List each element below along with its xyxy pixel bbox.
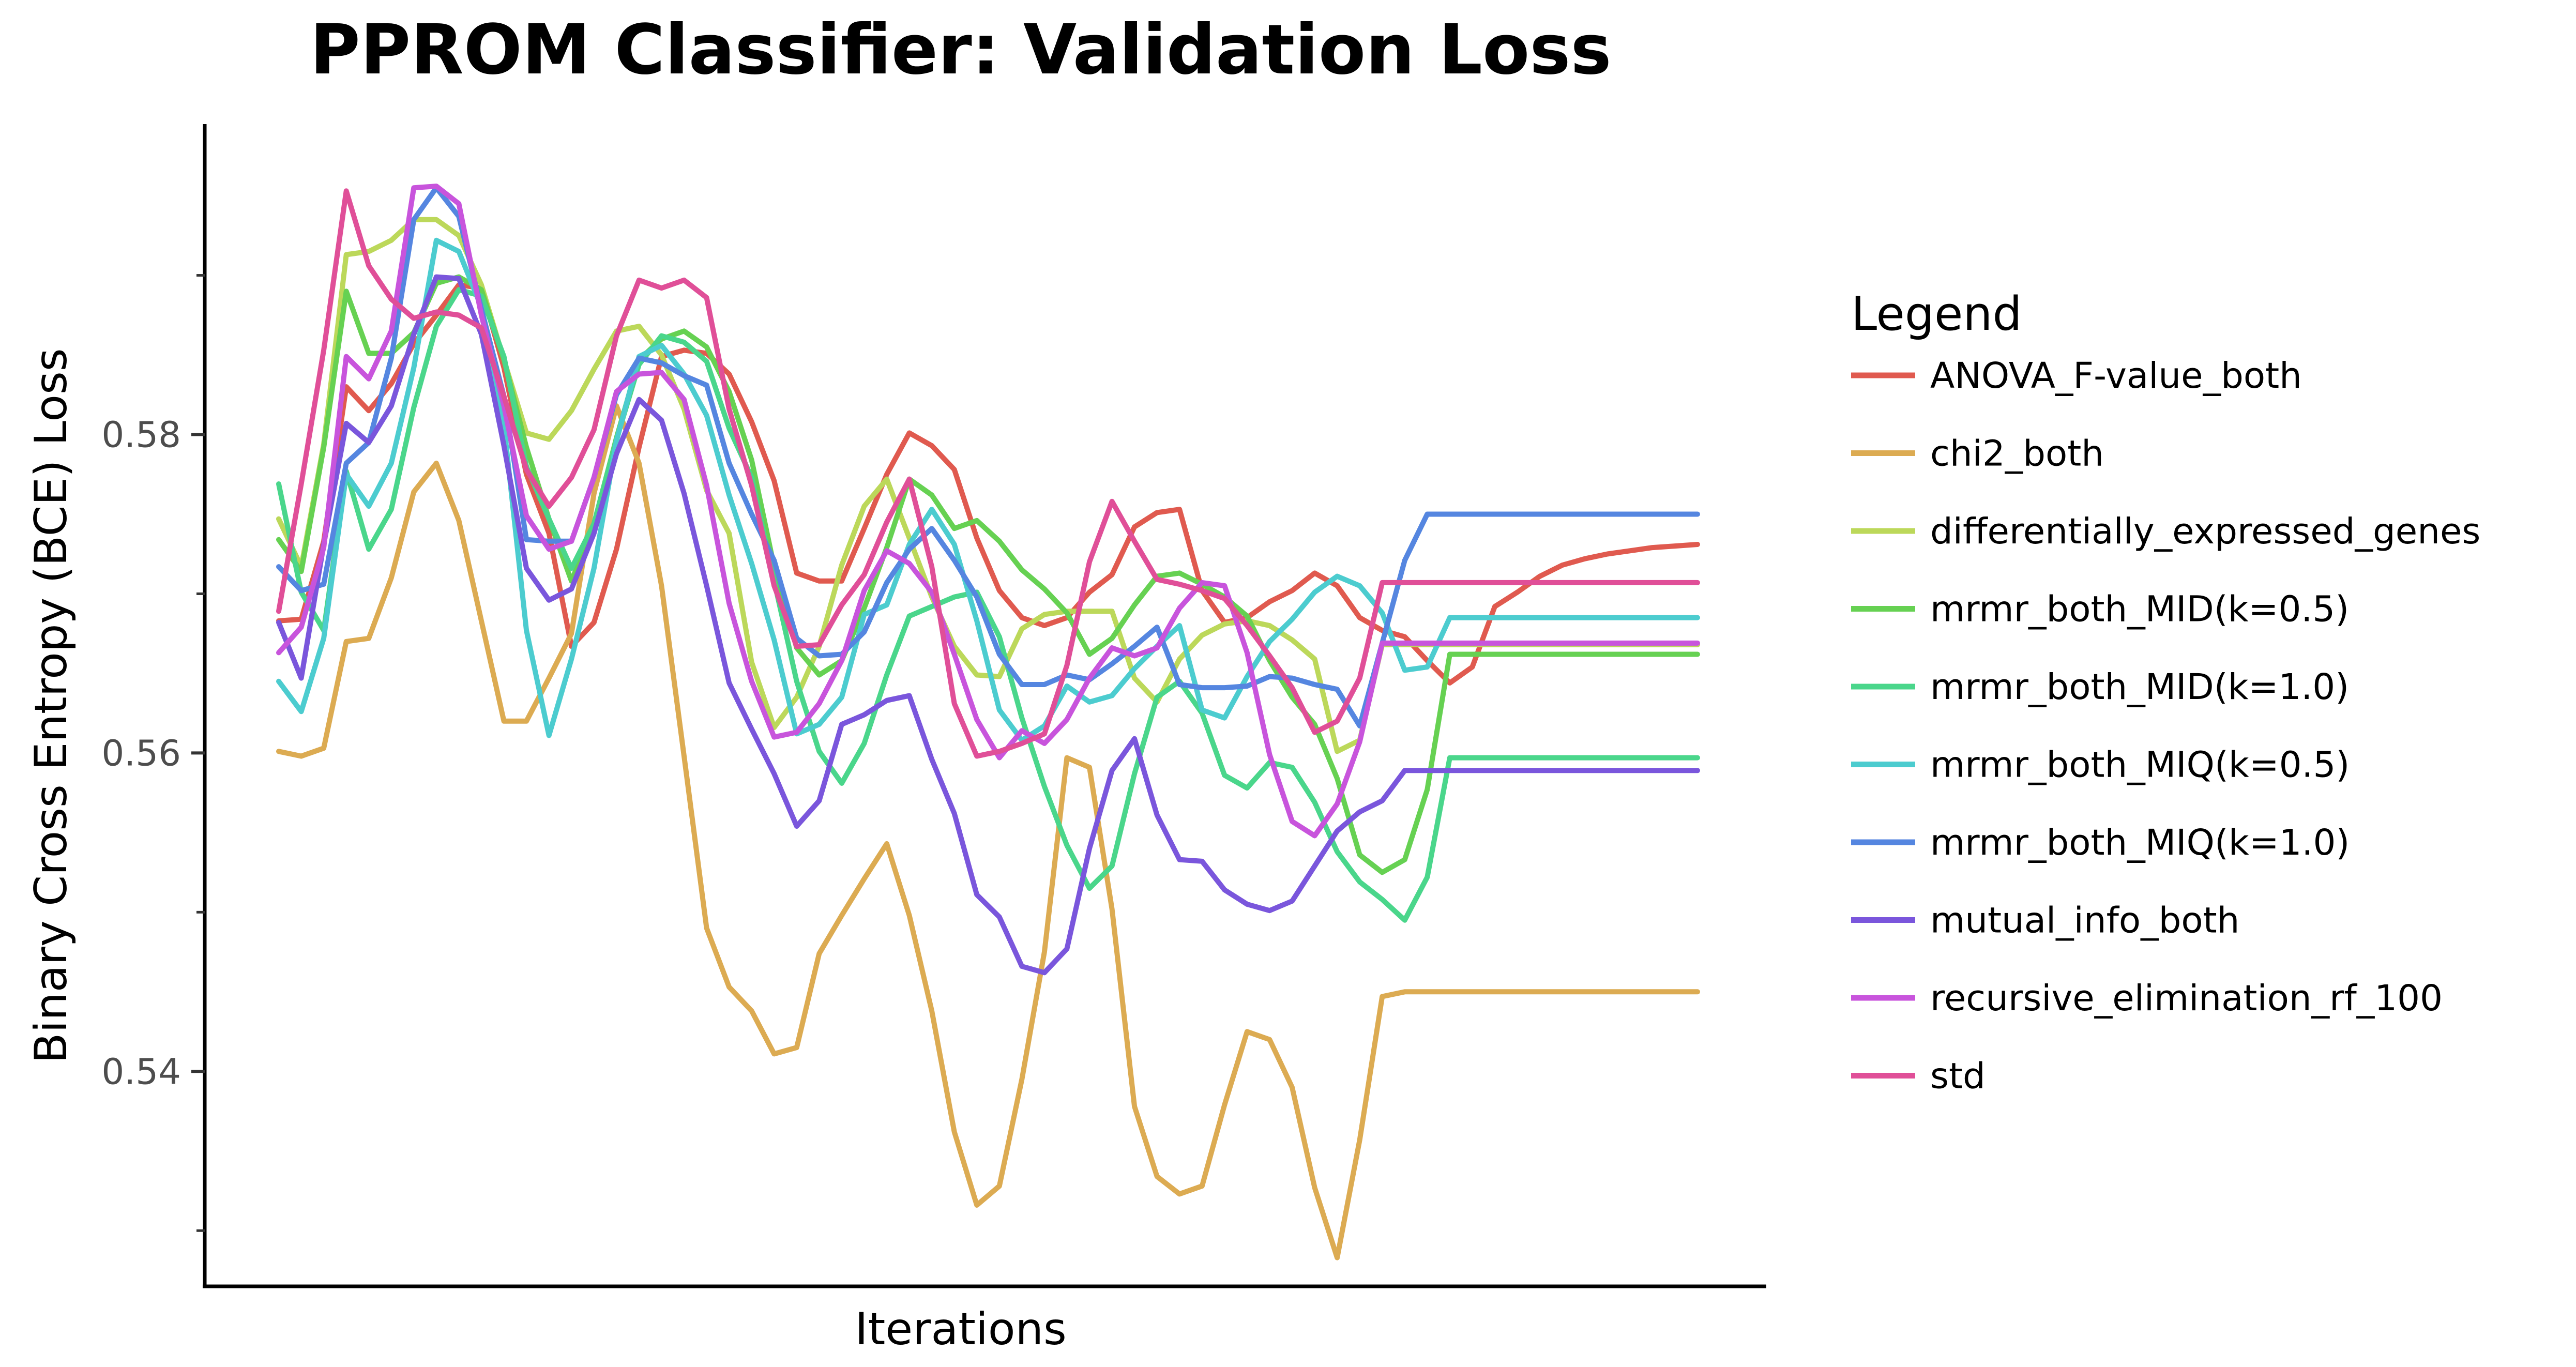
legend-label: mrmr_both_MID(k=1.0): [1930, 666, 2349, 708]
chart-title: PPROM Classifier: Validation Loss: [310, 10, 1611, 90]
x-axis-label: Iterations: [855, 1303, 1067, 1355]
legend-items: ANOVA_F-value_both chi2_both differentiall…: [1851, 355, 2480, 1097]
series-line-mrmr_both_MIQ(k=0.5): [276, 237, 1700, 743]
legend-label: ANOVA_F-value_both: [1930, 355, 2302, 397]
legend-label: std: [1930, 1056, 1986, 1097]
y-tick-label: 0.56: [101, 733, 181, 774]
y-axis-label: Binary Cross Entropy (BCE) Loss: [25, 348, 77, 1063]
legend-label: differentially_expressed_genes: [1930, 511, 2480, 552]
legend-label: chi2_both: [1930, 433, 2104, 475]
series-line-recursive_elimination_rf_100: [276, 184, 1700, 839]
legend: Legend ANOVA_F-value_both chi2_bothdiffer…: [1851, 287, 2480, 1097]
legend-label: mrmr_both_MIQ(k=1.0): [1930, 822, 2350, 863]
legend-label: mrmr_both_MIQ(k=0.5): [1930, 745, 2350, 786]
series-line-chi2_both: [276, 403, 1700, 1260]
legend-title: Legend: [1851, 287, 2022, 341]
legend-label: recursive_elimination_rf_100: [1930, 978, 2443, 1019]
y-tick-label: 0.54: [101, 1051, 181, 1092]
series-line-mutual_info_both: [276, 274, 1700, 976]
y-tick-label: 0.58: [101, 414, 181, 455]
series-lines: [276, 184, 1700, 1260]
series-line-std: [276, 188, 1700, 759]
legend-label: mrmr_both_MID(k=0.5): [1930, 589, 2349, 630]
legend-label: mutual_info_both: [1930, 900, 2239, 941]
plot-area: 0.54 0.56 0.58: [101, 124, 1766, 1288]
series-line-mrmr_both_MID(k=1.0): [276, 287, 1700, 923]
y-ticks: 0.54 0.56 0.58: [101, 274, 205, 1232]
